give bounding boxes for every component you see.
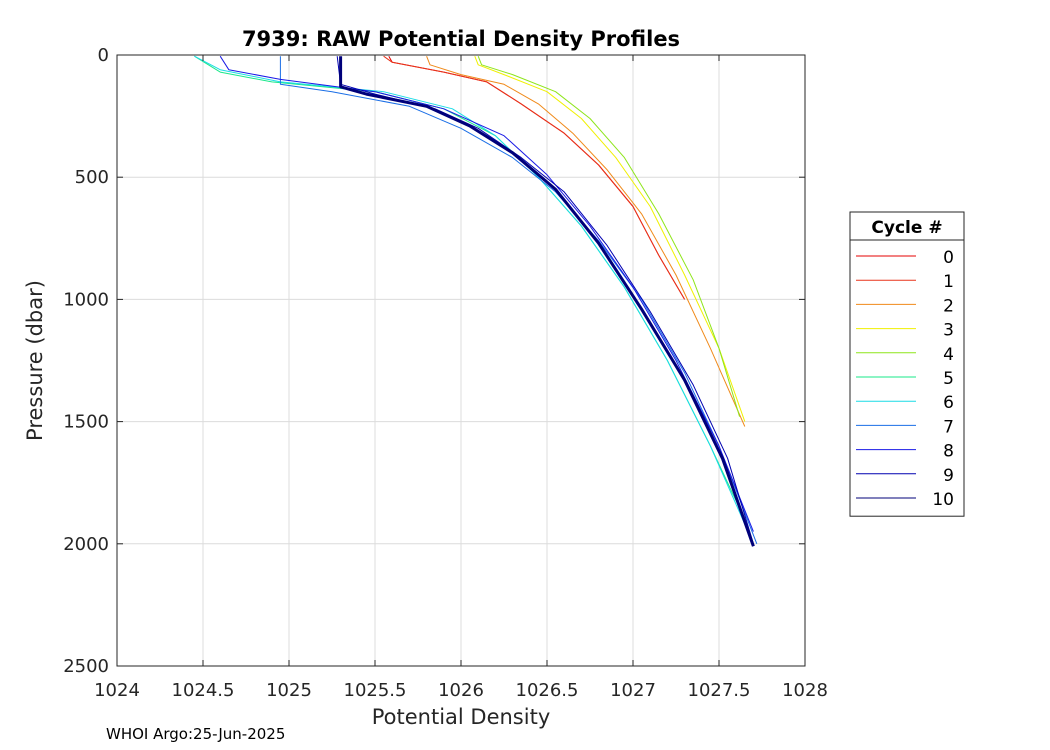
series-line-cycle-7 xyxy=(279,56,758,544)
legend-box xyxy=(849,211,965,517)
x-tick-label: 1027.5 xyxy=(688,680,751,701)
chart-title: 7939: RAW Potential Density Profiles xyxy=(242,27,680,51)
legend-title: Cycle # xyxy=(871,218,942,238)
x-tick-label: 1026.5 xyxy=(516,680,579,701)
series-line-cycle-3 xyxy=(474,56,746,422)
y-axis-label: Pressure (dbar) xyxy=(23,280,47,441)
y-tick-label: 0 xyxy=(98,45,109,66)
legend-label-cycle-5: 5 xyxy=(943,369,954,389)
x-tick-label: 1025.5 xyxy=(344,680,407,701)
x-tick-label: 1024 xyxy=(94,680,140,701)
legend-label-cycle-2: 2 xyxy=(943,296,954,316)
x-tick-label: 1025 xyxy=(266,680,312,701)
legend-label-cycle-10: 10 xyxy=(932,490,954,510)
series-line-cycle-9 xyxy=(336,56,754,544)
legend-label-cycle-9: 9 xyxy=(943,466,954,486)
x-tick-label: 1027 xyxy=(610,680,656,701)
legend-label-cycle-1: 1 xyxy=(943,272,954,292)
legend-label-cycle-8: 8 xyxy=(943,442,954,462)
y-tick-label: 500 xyxy=(75,167,109,188)
legend-label-cycle-4: 4 xyxy=(943,345,954,365)
x-tick-label: 1024.5 xyxy=(172,680,235,701)
series-line-cycle-4 xyxy=(477,56,741,417)
series-line-cycle-1 xyxy=(383,55,686,300)
legend-label-cycle-7: 7 xyxy=(943,417,954,437)
series-line-cycle-10 xyxy=(339,56,755,547)
series-line-cycle-8 xyxy=(219,55,754,532)
footer-credit: WHOI Argo:25-Jun-2025 xyxy=(106,725,286,743)
legend-label-cycle-0: 0 xyxy=(943,248,954,268)
y-tick-label: 2500 xyxy=(63,656,109,677)
legend-label-cycle-3: 3 xyxy=(943,321,954,341)
y-tick-label: 2000 xyxy=(63,534,109,555)
x-tick-label: 1028 xyxy=(782,680,828,701)
y-tick-label: 1000 xyxy=(63,289,109,310)
y-tick-label: 1500 xyxy=(63,412,109,433)
legend-label-cycle-6: 6 xyxy=(943,393,954,413)
x-axis-label: Potential Density xyxy=(372,705,551,729)
series-line-cycle-2 xyxy=(426,56,746,427)
x-tick-label: 1026 xyxy=(438,680,484,701)
